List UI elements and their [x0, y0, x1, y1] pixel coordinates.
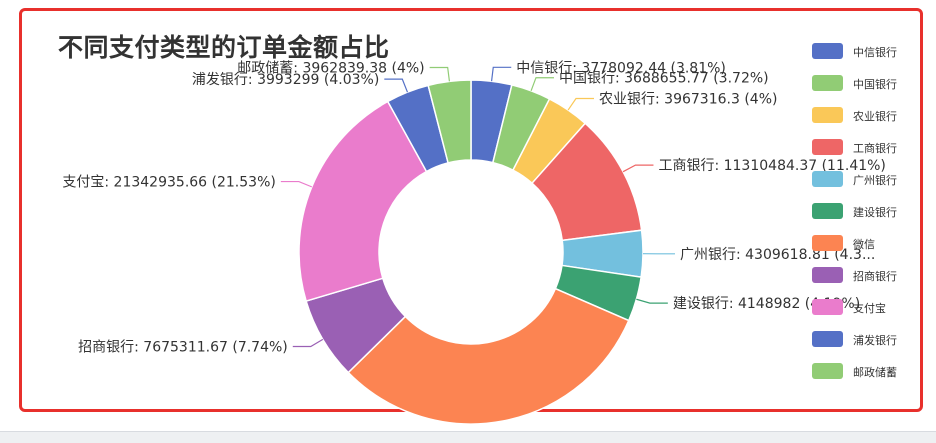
bottom-toolbar	[0, 431, 936, 443]
leader-line	[636, 298, 668, 304]
leader-line	[622, 164, 654, 173]
legend-swatch	[812, 363, 843, 379]
legend-item[interactable]: 招商银行	[812, 266, 922, 284]
legend-item[interactable]: 中国银行	[812, 74, 922, 92]
slice-8[interactable]	[298, 100, 428, 302]
legend-label: 广州银行	[853, 174, 897, 187]
donut-slices	[298, 79, 644, 425]
legend-swatch	[812, 331, 843, 347]
slice-label: 工商银行: 11310484.37 (11.41%)	[658, 158, 885, 174]
legend-label: 建设银行	[853, 206, 897, 219]
legend-item[interactable]: 浦发银行	[812, 330, 922, 348]
legend-swatch	[812, 267, 843, 283]
legend-swatch	[812, 299, 843, 315]
chart-title: 不同支付类型的订单金额占比	[58, 33, 390, 62]
legend-item[interactable]: 中信银行	[812, 42, 922, 60]
slice-6[interactable]	[347, 287, 630, 425]
slice-label: 支付宝: 21342935.66 (21.53%)	[62, 175, 275, 191]
legend-swatch	[812, 75, 843, 91]
leader-line	[429, 66, 451, 82]
legend-item[interactable]: 工商银行	[812, 138, 922, 156]
legend-swatch	[812, 235, 843, 251]
legend-swatch	[812, 139, 843, 155]
leader-line	[530, 77, 554, 92]
legend-label: 农业银行	[853, 110, 897, 123]
slice-label: 中信银行: 3778092.44 (3.81%)	[516, 60, 726, 76]
leader-line	[490, 66, 512, 82]
legend-label: 中国银行	[853, 78, 897, 91]
leader-line	[567, 97, 595, 111]
leader-line	[384, 78, 409, 93]
legend-label: 中信银行	[853, 46, 897, 59]
legend-item[interactable]: 广州银行	[812, 170, 922, 188]
legend-label: 微信	[853, 238, 875, 251]
legend-item[interactable]: 邮政储蓄	[812, 362, 922, 380]
legend-item[interactable]: 建设银行	[812, 202, 922, 220]
leader-line	[280, 180, 313, 188]
legend-swatch	[812, 43, 843, 59]
slice-10[interactable]	[427, 79, 472, 164]
legend-item[interactable]: 支付宝	[812, 298, 922, 316]
legend-swatch	[812, 171, 843, 187]
legend-label: 浦发银行	[853, 334, 897, 347]
slice-label: 招商银行: 7675311.67 (7.74%)	[78, 339, 288, 355]
slice-label: 中国银行: 3688655.77 (3.72%)	[559, 71, 769, 87]
legend-label: 招商银行	[853, 270, 897, 283]
slice-labels: 中信银行: 3778092.44 (3.81%)中国银行: 3688655.77…	[62, 60, 886, 355]
leader-lines	[280, 66, 675, 348]
legend-label: 支付宝	[853, 302, 886, 315]
legend-item[interactable]: 微信	[812, 234, 922, 252]
slice-label: 浦发银行: 3993299 (4.03%)	[192, 72, 379, 88]
leader-line	[292, 338, 324, 348]
legend-item[interactable]: 农业银行	[812, 106, 922, 124]
slice-label: 邮政储蓄: 3962839.38 (4%)	[237, 60, 424, 76]
slice-label: 农业银行: 3967316.3 (4%)	[599, 91, 777, 107]
legend-swatch	[812, 203, 843, 219]
legend-swatch	[812, 107, 843, 123]
legend-label: 邮政储蓄	[853, 366, 897, 379]
legend-label: 工商银行	[853, 142, 897, 155]
